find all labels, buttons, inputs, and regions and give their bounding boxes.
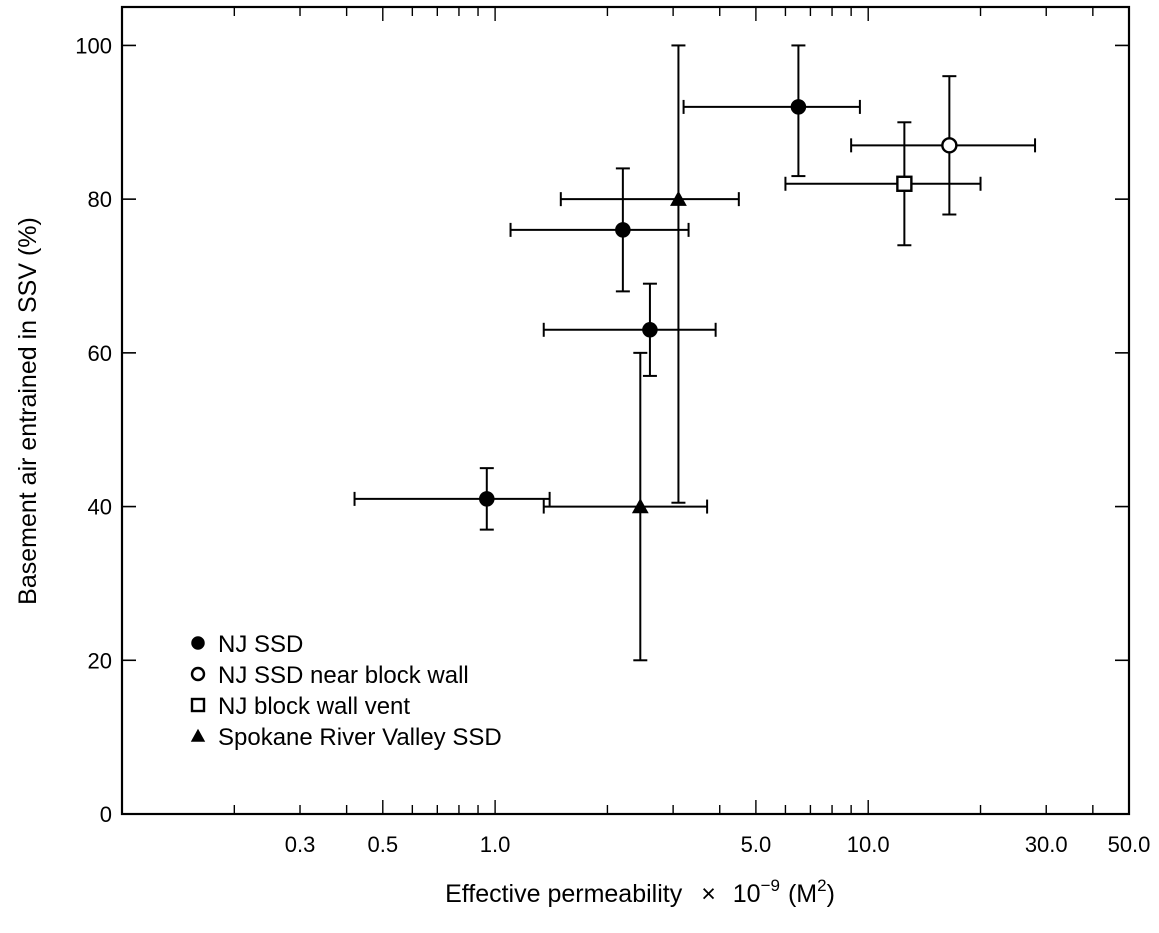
marker-open-circle [941, 137, 958, 154]
legend-item: NJ SSD near block wall [190, 662, 469, 689]
marker-filled-circle [191, 636, 205, 650]
data-point [559, 44, 740, 504]
marker-filled-circle [642, 322, 658, 338]
y-tick-label: 60 [88, 341, 112, 366]
x-axis-label: Effective permeability × 10−9 (M2) [445, 876, 835, 908]
data-point [542, 282, 717, 377]
x-axis-label-base: 10 [733, 880, 761, 908]
data-point [509, 167, 690, 293]
x-tick-label: 0.3 [285, 832, 316, 857]
x-tick-label: 50.0 [1108, 832, 1151, 857]
legend-label: NJ block wall vent [218, 693, 410, 720]
x-tick-label: 0.5 [367, 832, 398, 857]
marker-filled-circle [790, 99, 807, 115]
plot-frame [120, 5, 1131, 816]
legend-label: NJ SSD [218, 631, 303, 658]
x-tick-label: 30.0 [1025, 832, 1068, 857]
data-point [353, 467, 551, 531]
x-axis-label-main: Effective permeability [445, 880, 683, 908]
y-axis-label: Basement air entrained in SSV (%) [14, 217, 42, 605]
data-points [353, 44, 1037, 662]
legend-label: NJ SSD near block wall [218, 662, 469, 689]
x-tick-label: 1.0 [480, 832, 511, 857]
data-point [850, 75, 1037, 216]
marker-filled-circle [615, 222, 631, 238]
y-tick-label: 100 [75, 33, 112, 58]
y-tick-label: 20 [88, 648, 112, 673]
data-point [542, 351, 709, 662]
x-axis-label-unit-close: ) [827, 880, 835, 908]
axis-ticks: 0 20 40 60 80 100 0.3 0.5 1.0 5.0 10.0 30.0 50.0 [75, 7, 1150, 857]
marker-open-square [896, 175, 913, 192]
legend: NJ SSD NJ SSD near block wall NJ block wal… [190, 631, 502, 751]
legend-item: NJ SSD [191, 631, 303, 658]
marker-open-square [190, 697, 206, 713]
x-axis-label-exponent: −9 [761, 876, 780, 895]
marker-filled-circle [479, 491, 495, 507]
y-tick-label: 40 [88, 495, 112, 520]
marker-filled-triangle [670, 190, 687, 206]
y-tick-label: 0 [100, 802, 112, 827]
x-tick-label: 5.0 [741, 832, 772, 857]
x-axis-label-unit-superscript: 2 [817, 876, 826, 895]
marker-filled-triangle [190, 728, 206, 742]
legend-item: NJ block wall vent [190, 693, 410, 720]
marker-open-circle [190, 666, 206, 682]
legend-item: Spokane River Valley SSD [190, 724, 502, 751]
data-point [784, 121, 982, 247]
x-axis-label-unit-open: (M [788, 880, 817, 908]
data-point [682, 44, 861, 178]
x-axis-label-times: × [701, 880, 716, 908]
marker-filled-triangle [631, 498, 649, 514]
y-tick-label: 80 [88, 187, 112, 212]
legend-label: Spokane River Valley SSD [218, 724, 502, 751]
x-tick-label: 10.0 [847, 832, 890, 857]
